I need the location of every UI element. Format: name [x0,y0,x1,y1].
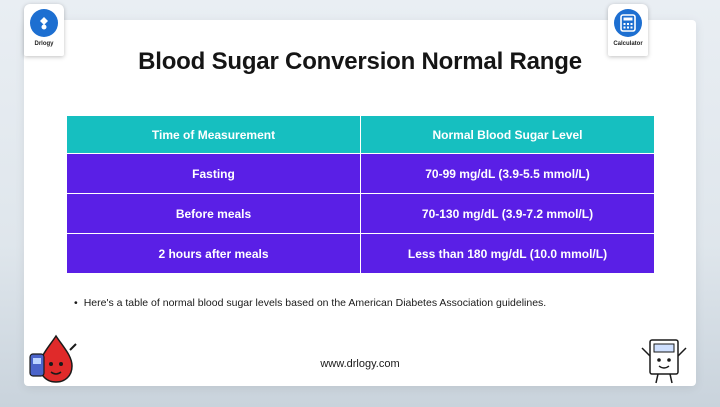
table-cell-level: Less than 180 mg/dL (10.0 mmol/L) [360,233,655,274]
table-cell-level: 70-130 mg/dL (3.9-7.2 mmol/L) [360,193,655,234]
bullet-icon: • [74,297,78,309]
calculator-badge[interactable]: Calculator [608,4,648,56]
table-row: 2 hours after meals Less than 180 mg/dL … [66,233,655,274]
calculator-icon [614,9,642,37]
footnote-text: Here's a table of normal blood sugar lev… [83,297,547,309]
drlogy-badge-label: Drlogy [34,41,54,47]
drlogy-badge[interactable]: Drlogy [24,4,64,56]
page-title: Blood Sugar Conversion Normal Range [138,48,582,75]
blood-drop-mascot-icon [26,330,78,386]
table-header-row: Time of Measurement Normal Blood Sugar L… [66,115,655,154]
blood-sugar-table: Time of Measurement Normal Blood Sugar L… [66,115,655,274]
table-row: Fasting 70-99 mg/dL (3.9-5.5 mmol/L) [66,153,655,194]
table-cell-time: Before meals [66,193,361,234]
table-cell-level: 70-99 mg/dL (3.9-5.5 mmol/L) [360,153,655,194]
footnote: • Here's a table of normal blood sugar le… [74,297,546,309]
table-cell-time: 2 hours after meals [66,233,361,274]
footer-url[interactable]: www.drlogy.com [320,358,400,370]
column-header-time: Time of Measurement [66,115,361,154]
table-cell-time: Fasting [66,153,361,194]
calculator-mascot-icon [640,336,688,386]
calculator-badge-label: Calculator [613,41,643,47]
drlogy-logo-icon [30,9,58,37]
table-row: Before meals 70-130 mg/dL (3.9-7.2 mmol/… [66,193,655,234]
column-header-level: Normal Blood Sugar Level [360,115,655,154]
